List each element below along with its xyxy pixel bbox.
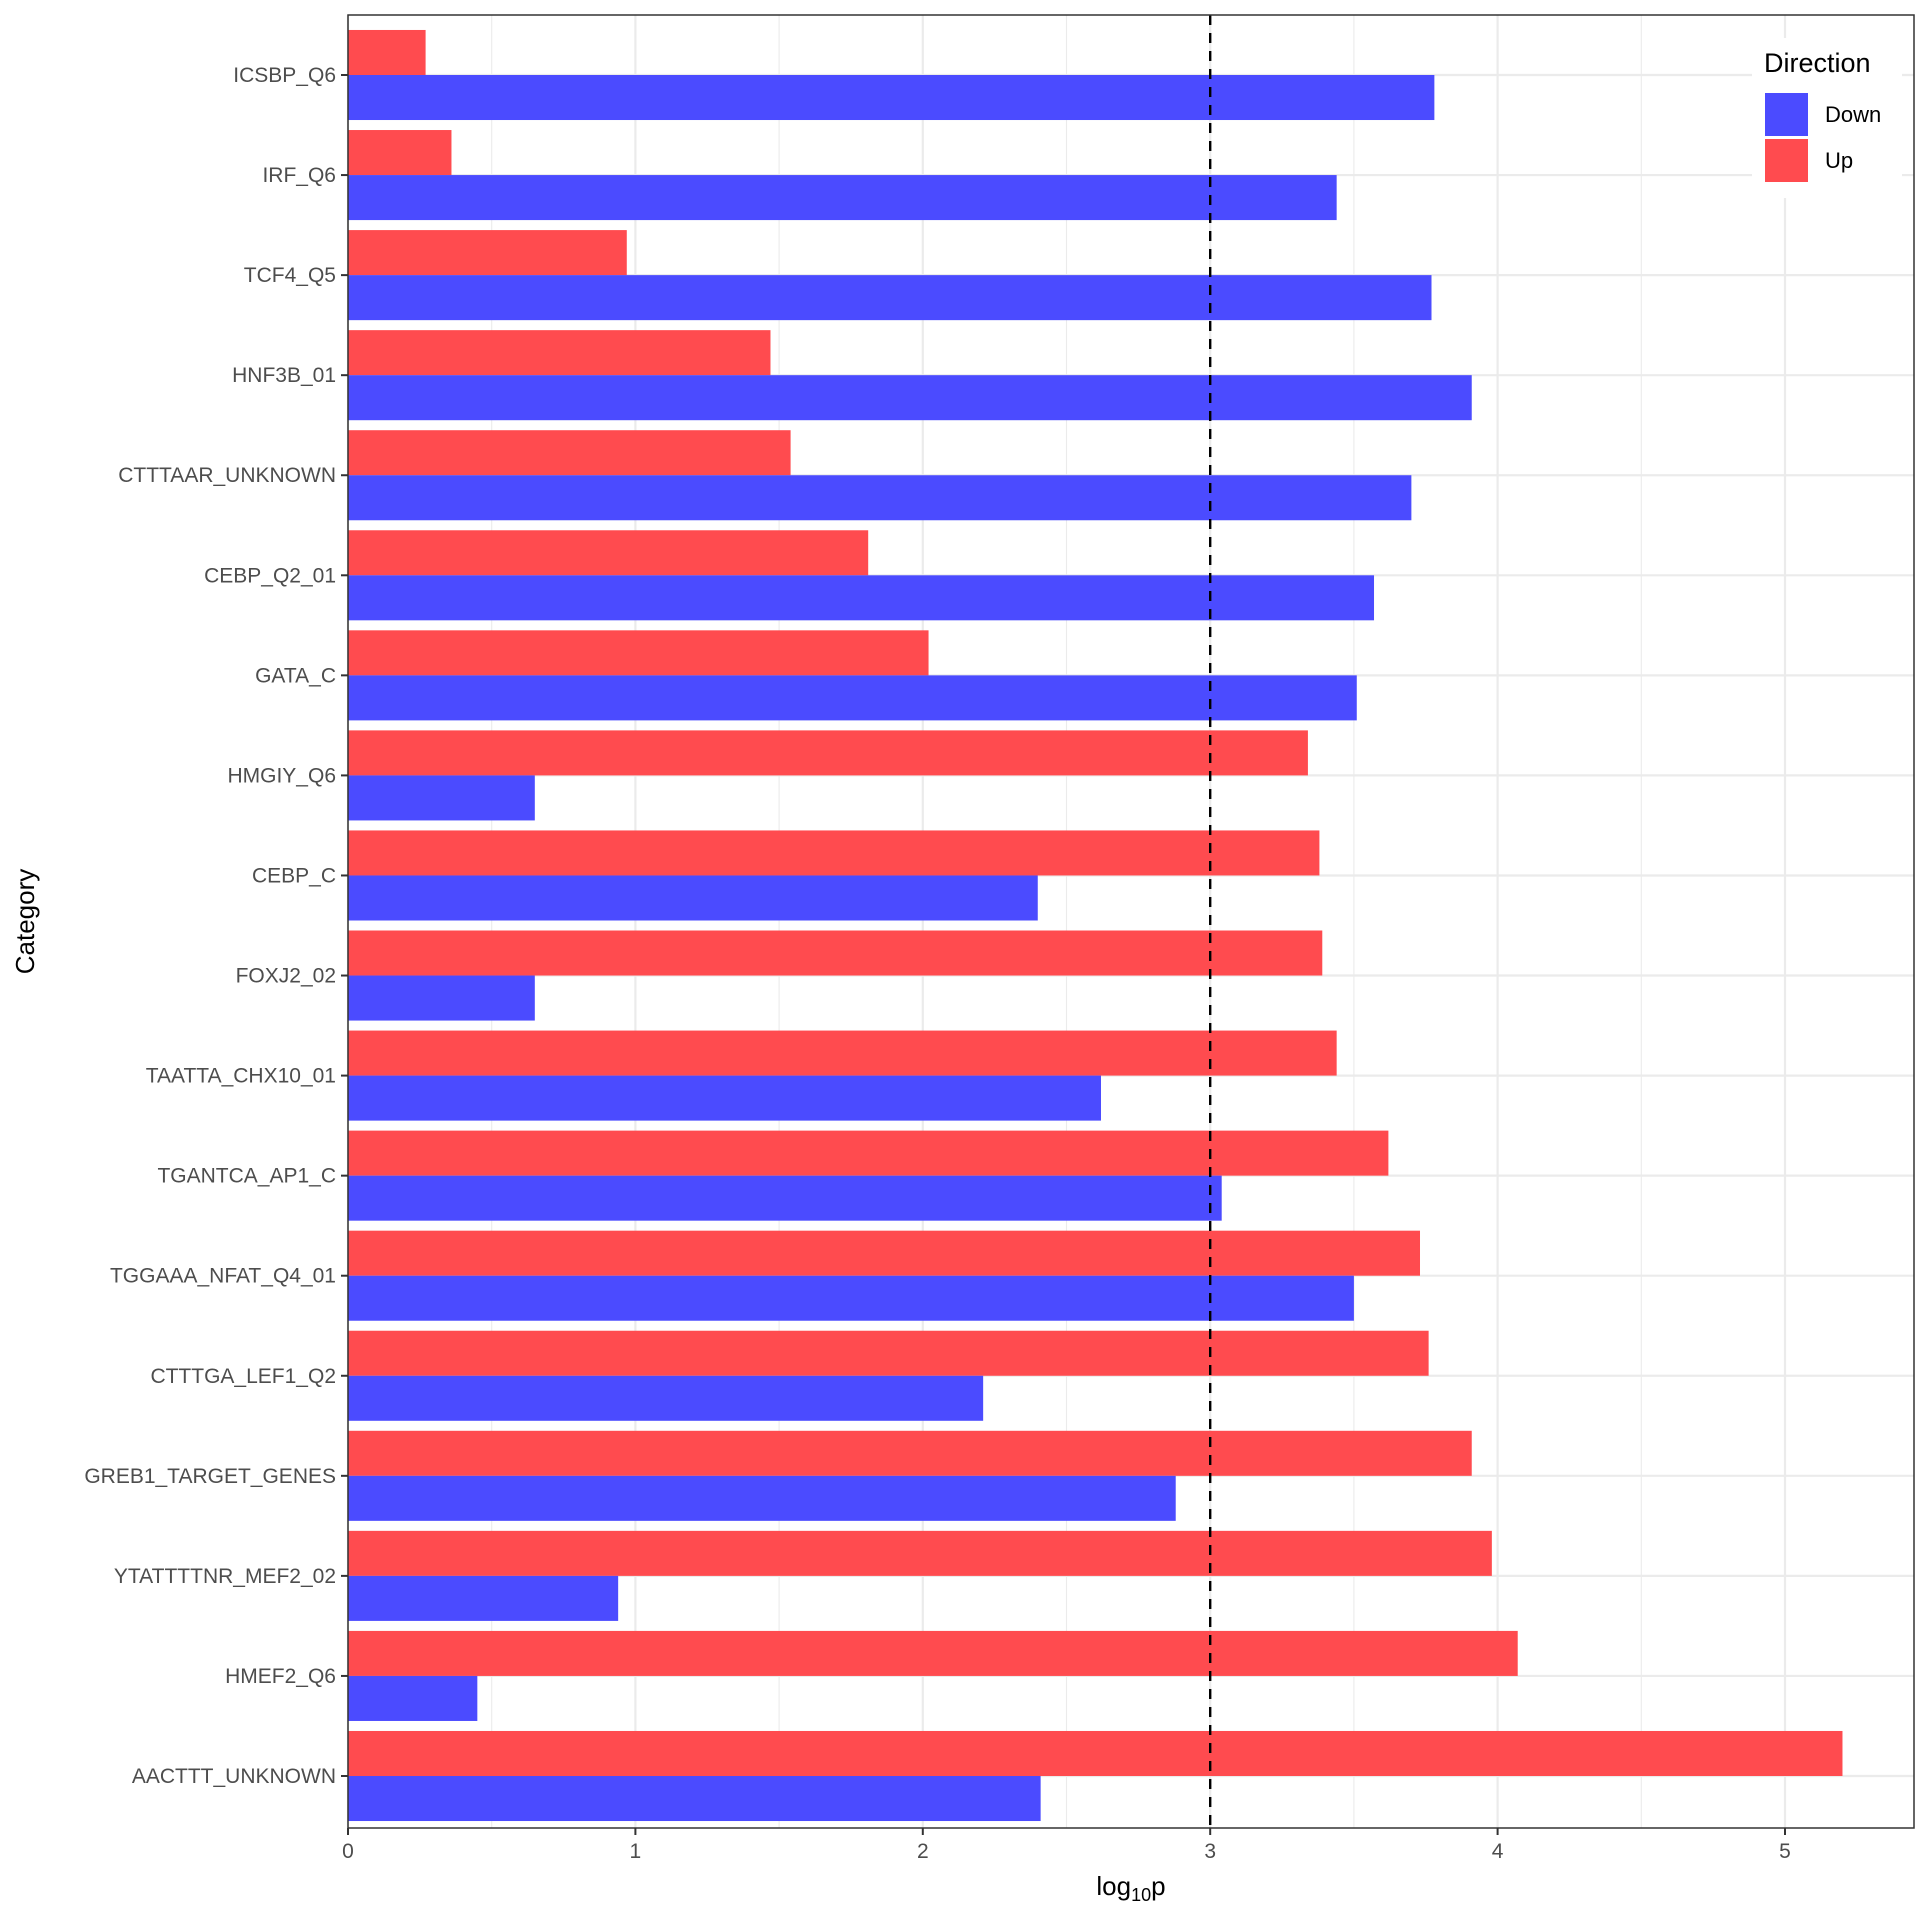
bar-down-tcf4-q5 xyxy=(348,275,1432,321)
y-tick-label: HMGIY_Q6 xyxy=(227,764,336,787)
y-tick-label: TAATTA_CHX10_01 xyxy=(146,1065,336,1088)
bar-up-cebp-c xyxy=(348,830,1320,876)
legend-label-down: Down xyxy=(1825,102,1881,127)
bar-up-icsbp-q6 xyxy=(348,29,426,75)
bar-down-ctttaar-unknown xyxy=(348,475,1412,521)
bar-down-taatta-chx10-01 xyxy=(348,1075,1101,1121)
panel-border xyxy=(347,14,1915,1829)
legend-key-down xyxy=(1765,93,1808,136)
bar-down-cebp-c xyxy=(348,875,1038,921)
y-tick-label: YTATTTTNR_MEF2_02 xyxy=(114,1565,336,1588)
bar-down-gata-c xyxy=(348,675,1357,721)
y-tick-label: IRF_Q6 xyxy=(262,164,336,187)
bar-up-greb1-target-genes xyxy=(348,1430,1472,1476)
y-tick-label: CEBP_C xyxy=(252,864,336,887)
legend: Direction Down Up xyxy=(1752,38,1902,198)
y-tick-label: CTTTGA_LEF1_Q2 xyxy=(150,1365,336,1388)
bar-up-irf-q6 xyxy=(348,130,452,176)
bar-down-tggaaa-nfat-q4-01 xyxy=(348,1275,1354,1321)
y-axis-title: Category xyxy=(10,869,40,975)
y-axis: ICSBP_Q6 IRF_Q6 TCF4_Q5 HNF3B_01 CTTTAAR_UNK… xyxy=(84,64,348,1788)
y-tick-label: FOXJ2_02 xyxy=(236,965,336,988)
x-axis-title-subscript: 10 xyxy=(1131,1885,1151,1905)
y-tick-label: GATA_C xyxy=(255,664,336,687)
x-axis-title-tail: p xyxy=(1151,1871,1165,1901)
bar-up-aacttt-unknown xyxy=(348,1730,1843,1776)
bar-up-foxj2-02 xyxy=(348,930,1323,976)
bar-down-ytattttnr-mef2-02 xyxy=(348,1575,619,1621)
x-tick-label: 5 xyxy=(1779,1840,1791,1863)
y-tick-label: HNF3B_01 xyxy=(232,364,336,387)
x-tick-label: 2 xyxy=(917,1840,929,1863)
bar-down-ctttga-lef1-q2 xyxy=(348,1375,984,1421)
y-tick-label: GREB1_TARGET_GENES xyxy=(84,1465,336,1488)
x-axis-title: log10p xyxy=(1096,1871,1165,1905)
bar-down-hnf3b-01 xyxy=(348,375,1472,421)
bar-down-hmgiy-q6 xyxy=(348,775,535,821)
bar-up-hmgiy-q6 xyxy=(348,730,1308,776)
bar-up-hmef2-q6 xyxy=(348,1630,1518,1676)
y-tick-label: AACTTT_UNKNOWN xyxy=(132,1765,336,1788)
bar-up-ctttaar-unknown xyxy=(348,430,791,476)
bar-down-cebp-q2-01 xyxy=(348,575,1375,621)
y-tick-label: ICSBP_Q6 xyxy=(233,64,336,87)
bar-up-cebp-q2-01 xyxy=(348,530,869,576)
y-tick-label: TGGAAA_NFAT_Q4_01 xyxy=(110,1265,336,1288)
legend-key-up xyxy=(1765,139,1808,182)
x-axis-title-main: log xyxy=(1096,1871,1131,1901)
y-tick-label: CEBP_Q2_01 xyxy=(204,564,336,587)
x-tick-label: 4 xyxy=(1492,1840,1504,1863)
legend-title: Direction xyxy=(1764,48,1871,78)
bar-down-greb1-target-genes xyxy=(348,1475,1176,1521)
x-axis: 0 1 2 3 4 5 xyxy=(342,1828,1791,1863)
bar-up-gata-c xyxy=(348,630,929,676)
y-tick-label: HMEF2_Q6 xyxy=(225,1665,336,1688)
legend-label-up: Up xyxy=(1825,148,1853,173)
bar-up-ytattttnr-mef2-02 xyxy=(348,1530,1492,1576)
bar-up-ctttga-lef1-q2 xyxy=(348,1330,1429,1376)
bar-up-tcf4-q5 xyxy=(348,230,627,276)
x-tick-label: 3 xyxy=(1204,1840,1216,1863)
bar-up-hnf3b-01 xyxy=(348,330,771,376)
bar-down-aacttt-unknown xyxy=(348,1776,1041,1822)
bar-down-foxj2-02 xyxy=(348,975,535,1021)
bar-up-taatta-chx10-01 xyxy=(348,1030,1337,1076)
bar-down-tgantca-ap1-c xyxy=(348,1175,1222,1221)
y-tick-label: TGANTCA_AP1_C xyxy=(157,1165,336,1188)
bar-down-irf-q6 xyxy=(348,175,1337,221)
bar-up-tggaaa-nfat-q4-01 xyxy=(348,1230,1421,1276)
bar-down-hmef2-q6 xyxy=(348,1675,478,1721)
y-tick-label: CTTTAAR_UNKNOWN xyxy=(118,464,336,487)
x-tick-label: 0 xyxy=(342,1840,354,1863)
y-tick-label: TCF4_Q5 xyxy=(244,264,336,287)
bars xyxy=(348,29,1843,1822)
bar-down-icsbp-q6 xyxy=(348,75,1435,121)
x-tick-label: 1 xyxy=(630,1840,642,1863)
bar-up-tgantca-ap1-c xyxy=(348,1130,1389,1176)
legend-items: Down Up xyxy=(1765,93,1881,182)
